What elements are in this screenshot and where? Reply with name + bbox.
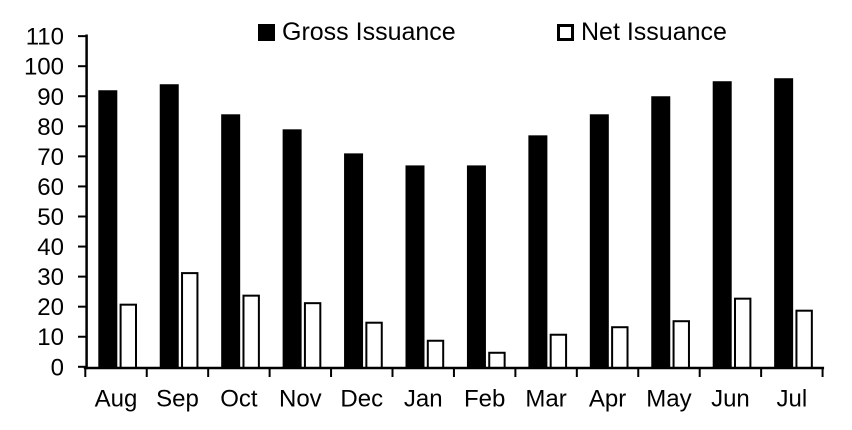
legend-item-gross-issuance: Gross Issuance [258,20,456,45]
y-axis-label-0: 0 [51,354,64,381]
x-axis-label-jul: Jul [777,386,808,413]
gross-issuance-bar-oct [221,114,241,369]
y-axis-label-40: 40 [37,234,64,261]
x-axis-label-nov: Nov [279,386,322,413]
gross-issuance-bar-apr [589,114,609,369]
net-issuance-bar-jun [734,297,752,369]
gross-issuance-bar-sep [159,84,179,369]
x-axis-label-jun: Jun [711,386,750,413]
gross-issuance-bar-dec [344,153,364,368]
y-axis-label-30: 30 [37,264,64,291]
gross-issuance-swatch-icon [258,24,275,41]
net-issuance-bar-nov [303,302,322,369]
net-issuance-swatch-icon [557,24,574,41]
net-issuance-bar-feb [488,351,506,369]
gross-issuance-bar-may [651,96,671,368]
legend-label-net-issuance: Net Issuance [581,18,727,46]
net-issuance-bar-dec [365,321,383,369]
net-issuance-bar-may [672,320,690,369]
gross-issuance-bar-mar [528,135,548,368]
legend-item-net-issuance: Net Issuance [557,20,727,45]
legend-label-gross-issuance: Gross Issuance [282,18,456,46]
net-issuance-bar-apr [611,326,629,369]
gross-issuance-bar-aug [98,90,118,369]
net-issuance-bar-oct [242,294,260,370]
x-axis-label-apr: Apr [589,386,626,413]
y-axis-label-70: 70 [37,144,64,171]
x-axis-label-dec: Dec [340,386,383,413]
gross-issuance-bar-jun [712,81,732,368]
x-axis-label-may: May [646,386,691,413]
y-axis-label-90: 90 [37,84,64,111]
y-axis-label-80: 80 [37,114,64,141]
gross-issuance-bar-jul [774,78,794,368]
x-axis-label-feb: Feb [464,386,505,413]
net-issuance-bar-mar [549,333,568,370]
gross-issuance-bar-nov [282,129,302,368]
y-axis-label-20: 20 [37,294,64,321]
net-issuance-bar-jan [426,339,445,370]
x-axis-label-mar: Mar [525,386,566,413]
net-issuance-bar-aug [119,303,137,370]
gross-issuance-bar-feb [466,165,486,368]
x-axis-label-jan: Jan [404,386,443,413]
y-axis-label-10: 10 [37,324,64,351]
x-axis-label-oct: Oct [220,386,258,413]
y-axis-label-60: 60 [37,174,64,201]
net-issuance-bar-jul [795,309,813,370]
x-axis-label-sep: Sep [156,386,199,413]
y-axis-label-110: 110 [26,24,64,51]
x-axis-label-aug: Aug [95,386,138,413]
gross-issuance-bar-jan [405,165,425,368]
y-axis-label-50: 50 [37,204,64,231]
net-issuance-bar-sep [181,272,199,369]
y-axis-label-100: 100 [24,54,64,81]
